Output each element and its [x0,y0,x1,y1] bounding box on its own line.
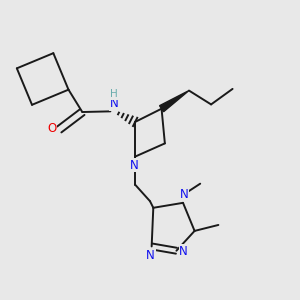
Polygon shape [160,91,189,112]
Text: N: N [130,159,139,172]
Text: N: N [110,97,119,110]
Text: H: H [110,89,118,99]
Text: N: N [179,244,188,258]
Text: N: N [146,248,155,262]
Text: N: N [180,188,188,201]
Text: O: O [47,122,56,135]
